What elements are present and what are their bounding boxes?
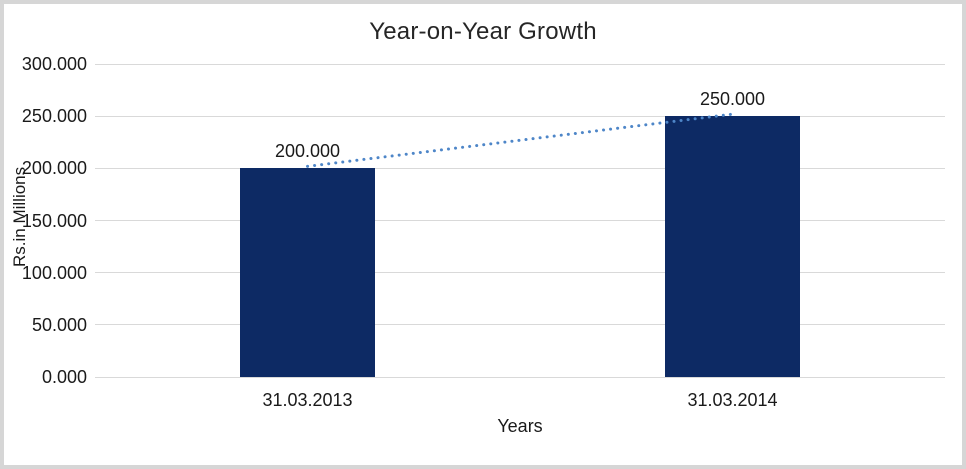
gridline	[95, 376, 945, 378]
y-tick-label: 100.000	[21, 262, 87, 283]
y-tick-label: 150.000	[21, 210, 87, 231]
x-axis-title: Years	[497, 416, 543, 436]
gridline	[95, 324, 945, 326]
plot-area: 200.000 250.000	[95, 63, 945, 378]
category-axis-labels: 31.03.2013 31.03.2014	[95, 377, 945, 411]
bar-data-label: 250.000	[699, 89, 766, 110]
gridline	[95, 220, 945, 221]
category-label: 31.03.2014	[687, 390, 778, 410]
gridline	[95, 272, 945, 274]
bar	[240, 168, 375, 377]
y-axis-tick-labels: 0.000 50.000 100.000 150.000 200.000 250.000 3…	[4, 4, 87, 465]
bar	[665, 116, 800, 377]
gridline	[95, 167, 945, 169]
gridline	[95, 115, 945, 117]
gridline	[95, 63, 945, 65]
y-tick-label: 250.000	[21, 106, 87, 127]
y-tick-label: 200.000	[21, 158, 87, 179]
bar-data-label: 200.000	[274, 141, 341, 162]
chart-title: Year-on-Year Growth	[369, 18, 597, 45]
category-label: 31.03.2013	[262, 390, 353, 410]
y-tick-label: 0.000	[41, 367, 87, 387]
y-tick-label: 50.000	[31, 314, 87, 335]
y-tick-label: 300.000	[21, 54, 87, 74]
